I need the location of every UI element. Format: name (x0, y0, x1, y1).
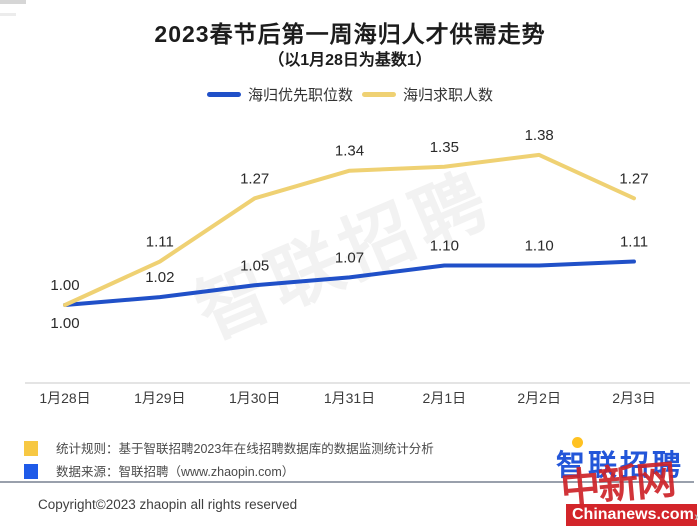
legend-line-blue-icon (206, 92, 241, 97)
legend-line-yellow-icon (362, 92, 396, 97)
chart-subtitle: （以1月28日为基数1） (268, 52, 432, 69)
point-label: 1.34 (335, 143, 364, 160)
series-line-0 (63, 259, 636, 307)
footer-note-source-text: 数据来源：智联招聘（www.zhaopin.com） (56, 465, 295, 479)
point-label: 1.10 (430, 238, 459, 255)
footer-note-rule: 统计规则：基于智联招聘2023年在线招聘数据库的数据监测统计分析 (24, 441, 434, 457)
point-label: 1.07 (335, 249, 364, 266)
legend-item-seekers: 海归求职人数 (362, 84, 493, 105)
x-axis-tick-label: 1月28日 (39, 390, 90, 406)
point-label: 1.11 (146, 234, 174, 251)
point-label: 1.35 (430, 139, 459, 156)
legend-label-seekers: 海归求职人数 (403, 87, 494, 104)
blue-swatch-icon (24, 464, 38, 479)
footer-divider (0, 481, 694, 483)
footer-note-rule-text: 统计规则：基于智联招聘2023年在线招聘数据库的数据监测统计分析 (56, 442, 434, 456)
zhaopin-logo: 智联招聘 (556, 450, 685, 482)
chinanews-banner: Chinanews.com (566, 504, 697, 526)
copyright-text: Copyright©2023 zhaopin all rights reserv… (38, 497, 298, 512)
x-axis-tick-label: 2月1日 (423, 390, 467, 406)
x-axis-tick-label: 2月3日 (612, 390, 656, 406)
scan-artifact-2 (0, 13, 16, 16)
point-label: 1.00 (50, 315, 79, 332)
point-label: 1.10 (525, 238, 554, 255)
legend-item-positions: 海归优先职位数 (206, 84, 353, 105)
series-line-1 (63, 152, 636, 307)
point-label: 1.27 (240, 170, 269, 187)
point-label: 1.05 (240, 257, 269, 274)
x-axis-tick-label: 1月29日 (134, 390, 185, 406)
scan-artifact (0, 0, 26, 4)
zhaopin-logo-dot-icon (572, 437, 583, 448)
point-label: 1.00 (50, 277, 79, 294)
point-label: 1.02 (145, 269, 174, 286)
chart-legend: 海归优先职位数 海归求职人数 (0, 84, 700, 105)
chart-title: 2023春节后第一周海归人才供需走势 (154, 21, 546, 47)
point-label: 1.11 (620, 234, 648, 251)
x-axis-tick-label: 1月31日 (324, 390, 375, 406)
point-label: 1.38 (525, 127, 554, 144)
point-label: 1.27 (619, 170, 648, 187)
chevron-right-icon: › (694, 508, 699, 524)
legend-label-positions: 海归优先职位数 (247, 87, 353, 104)
x-axis-tick-label: 2月2日 (517, 390, 561, 406)
footer-note-source: 数据来源：智联招聘（www.zhaopin.com） (24, 464, 294, 480)
yellow-swatch-icon (24, 441, 38, 456)
x-axis-tick-label: 1月30日 (229, 390, 280, 406)
